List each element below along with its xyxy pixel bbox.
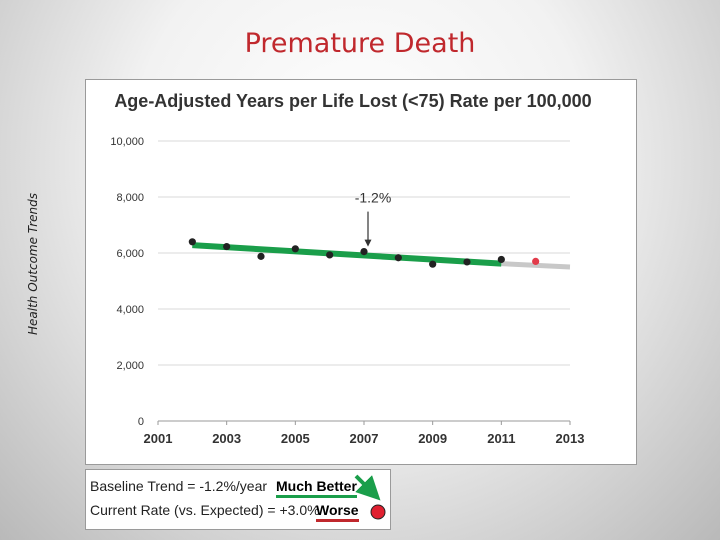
trend-arrow-icon bbox=[354, 474, 381, 501]
data-point bbox=[497, 255, 505, 264]
annotation-arrowhead bbox=[364, 239, 372, 247]
x-tick-label: 2001 bbox=[144, 431, 173, 446]
x-tick-label: 2013 bbox=[556, 431, 585, 446]
current-rate-point bbox=[532, 257, 540, 265]
data-point bbox=[291, 245, 299, 253]
chart-title: Age-Adjusted Years per Life Lost (<75) R… bbox=[114, 91, 591, 111]
data-point bbox=[257, 252, 265, 260]
data-point bbox=[429, 260, 437, 268]
x-axis: 2001 2003 2005 2007 2009 2011 2013 bbox=[144, 420, 585, 446]
expected-trend-line bbox=[501, 261, 571, 270]
y-tick-label: 8,000 bbox=[116, 192, 144, 204]
data-point bbox=[326, 251, 334, 259]
chart-svg: Age-Adjusted Years per Life Lost (<75) R… bbox=[110, 91, 591, 446]
data-point bbox=[463, 258, 471, 266]
baseline-trend-line bbox=[192, 242, 502, 267]
annotation-label: -1.2% bbox=[355, 190, 392, 206]
data-point bbox=[188, 238, 196, 246]
chart-panel: Age-Adjusted Years per Life Lost (<75) R… bbox=[85, 79, 637, 465]
side-label: Health Outcome Trends bbox=[26, 193, 40, 335]
y-tick-label: 4,000 bbox=[116, 304, 144, 316]
data-point bbox=[223, 242, 231, 251]
x-tick-label: 2007 bbox=[350, 431, 379, 446]
slide-title: Premature Death bbox=[244, 28, 476, 59]
data-point bbox=[394, 254, 402, 262]
y-tick-label: 6,000 bbox=[116, 248, 144, 260]
baseline-rating: Much Better bbox=[276, 478, 357, 498]
x-tick-label: 2003 bbox=[212, 431, 241, 446]
legend-panel: Baseline Trend = -1.2%/year Much Better … bbox=[85, 469, 391, 530]
baseline-trend-label: Baseline Trend = -1.2%/year bbox=[90, 478, 268, 494]
x-tick-label: 2005 bbox=[281, 431, 310, 446]
y-tick-label: 10,000 bbox=[110, 136, 144, 148]
y-axis: 0 2,000 4,000 6,000 8,000 10,000 bbox=[110, 136, 570, 428]
x-tick-label: 2011 bbox=[487, 431, 515, 446]
x-tick-label: 2009 bbox=[418, 431, 447, 446]
annotation: -1.2% bbox=[355, 190, 392, 247]
legend-icons bbox=[354, 474, 386, 520]
current-rating: Worse bbox=[316, 502, 359, 522]
points-layer bbox=[188, 238, 540, 268]
lines-layer bbox=[192, 242, 571, 270]
current-rate-label: Current Rate (vs. Expected) = +3.0% bbox=[90, 502, 320, 518]
data-point bbox=[360, 248, 368, 256]
y-tick-label: 0 bbox=[138, 416, 144, 428]
worse-dot-icon bbox=[370, 504, 386, 520]
y-tick-label: 2,000 bbox=[116, 360, 144, 372]
